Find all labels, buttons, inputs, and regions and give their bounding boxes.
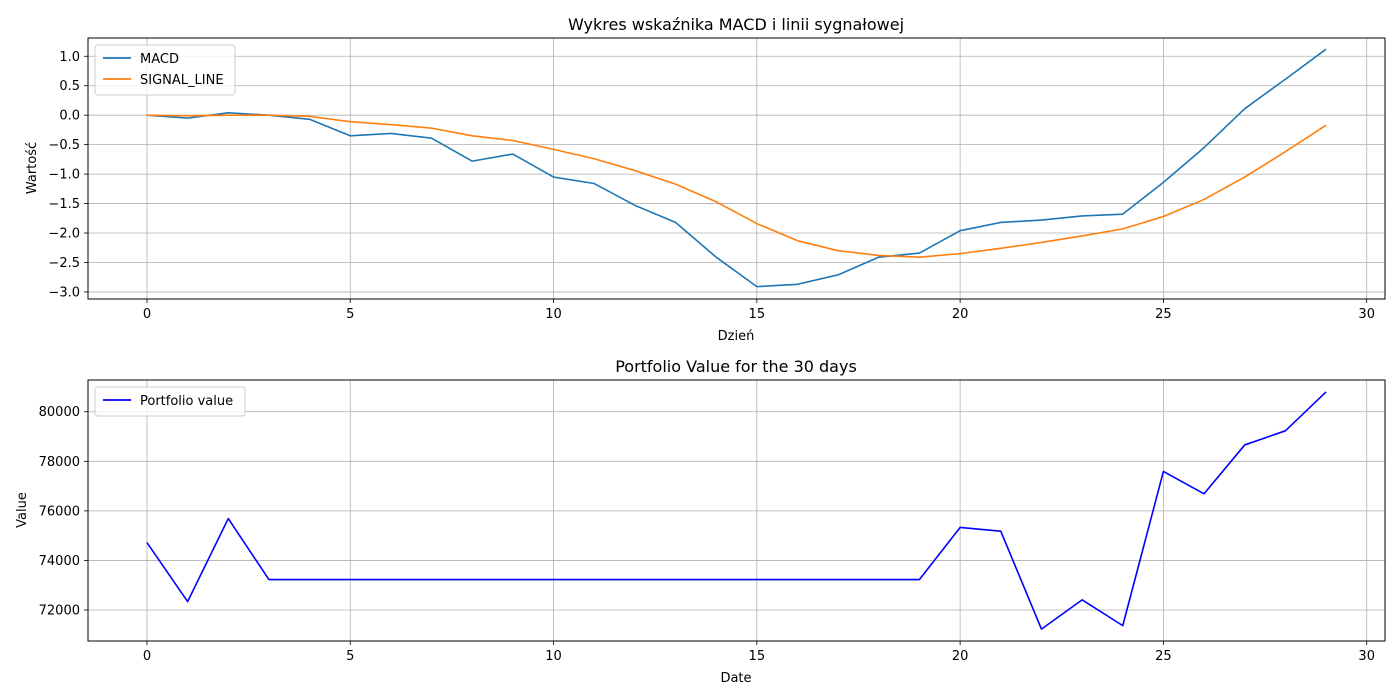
- macd-x-tick-label: 0: [143, 307, 151, 322]
- portfolio-grid: [88, 380, 1385, 641]
- portfolio-x-tick-label: 30: [1358, 649, 1375, 664]
- macd-chart-title: Wykres wskaźnika MACD i linii sygnałowej: [568, 15, 904, 34]
- portfolio-chart: Portfolio Value for the 30 days 0 5 10 15 20…: [15, 357, 1386, 686]
- portfolio-x-axis-label: Date: [720, 671, 751, 686]
- macd-y-tick-label: −3.0: [48, 285, 80, 300]
- portfolio-value-series-line: [146, 391, 1327, 630]
- portfolio-chart-title: Portfolio Value for the 30 days: [615, 357, 857, 376]
- portfolio-x-tick-label: 5: [346, 649, 354, 664]
- portfolio-x-tick-label: 10: [545, 649, 562, 664]
- portfolio-y-tick-label: 78000: [39, 455, 80, 470]
- portfolio-y-tick-label: 74000: [39, 554, 80, 569]
- macd-x-tick-label: 30: [1358, 307, 1375, 322]
- macd-legend: MACD SIGNAL_LINE: [94, 44, 236, 96]
- macd-x-tick-label: 20: [952, 307, 969, 322]
- portfolio-ticks: 0 5 10 15 20 25 30 72000 74000 76000 78000 80000: [39, 405, 1375, 664]
- macd-y-tick-label: −1.5: [48, 197, 80, 212]
- signal-line-series-line: [146, 114, 1327, 258]
- macd-y-tick-label: −2.5: [48, 256, 80, 271]
- macd-series-line: [146, 48, 1327, 288]
- portfolio-y-tick-label: 80000: [39, 405, 80, 420]
- macd-ticks: 0 5 10 15 20 25 30 −3.0 −2.5 −2.0 −1.5 −1.0 −0.5 0.0 0…: [48, 50, 1375, 322]
- portfolio-x-tick-label: 20: [952, 649, 969, 664]
- portfolio-x-tick-label: 25: [1155, 649, 1172, 664]
- macd-x-tick-label: 15: [749, 307, 766, 322]
- macd-x-axis-label: Dzień: [718, 329, 755, 344]
- macd-x-tick-label: 10: [545, 307, 562, 322]
- portfolio-x-tick-label: 0: [143, 649, 151, 664]
- macd-y-tick-label: −0.5: [48, 138, 80, 153]
- portfolio-y-tick-label: 76000: [39, 504, 80, 519]
- macd-x-tick-label: 5: [346, 307, 354, 322]
- macd-y-tick-label: 1.0: [59, 50, 80, 65]
- macd-y-axis-label: Wartość: [25, 142, 40, 194]
- macd-series: [146, 48, 1327, 288]
- portfolio-value-legend-label: Portfolio value: [140, 394, 233, 409]
- macd-y-tick-label: 0.5: [59, 79, 80, 94]
- macd-plot-frame: [87, 37, 1386, 300]
- portfolio-legend: Portfolio value: [94, 386, 246, 417]
- portfolio-y-axis-label: Value: [15, 492, 30, 528]
- portfolio-legend-box: [94, 386, 246, 417]
- portfolio-series: [146, 391, 1327, 630]
- signal-line-legend-label: SIGNAL_LINE: [140, 73, 224, 88]
- macd-y-tick-label: −1.0: [48, 168, 80, 183]
- portfolio-y-tick-label: 72000: [39, 604, 80, 619]
- macd-grid: [88, 38, 1385, 299]
- macd-legend-label: MACD: [140, 52, 179, 67]
- macd-y-tick-label: −2.0: [48, 227, 80, 242]
- macd-x-tick-label: 25: [1155, 307, 1172, 322]
- macd-chart: Wykres wskaźnika MACD i linii sygnałowej…: [25, 15, 1386, 344]
- macd-y-tick-label: 0.0: [59, 109, 80, 124]
- portfolio-x-tick-label: 15: [749, 649, 766, 664]
